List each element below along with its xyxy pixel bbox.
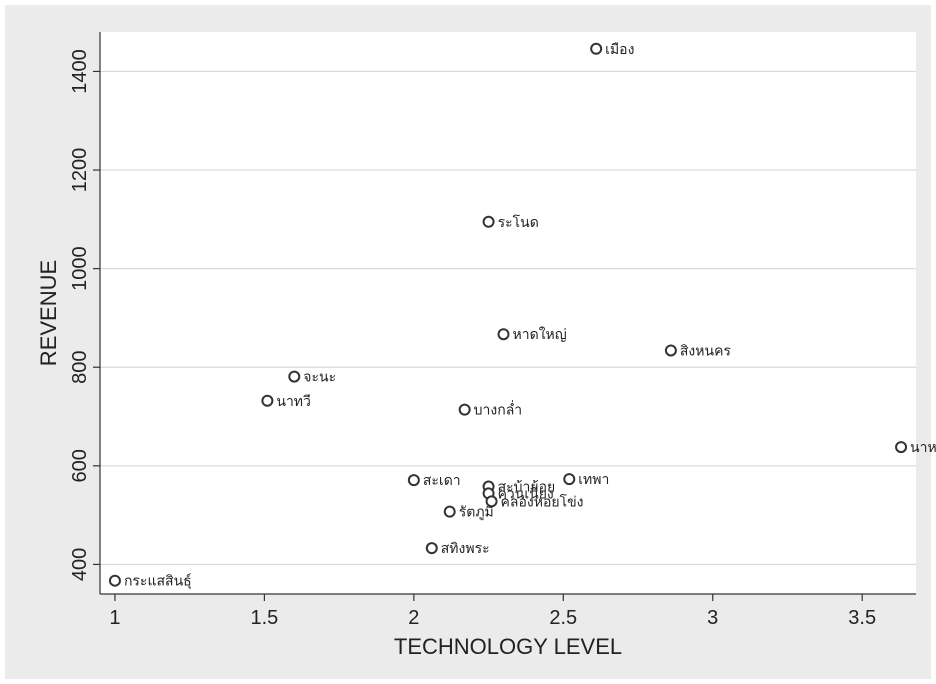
y-tick-label: 600 (69, 449, 91, 482)
y-tick-label: 1400 (69, 49, 91, 94)
data-point-label: สะเดา (423, 473, 461, 489)
data-point-label: หาดใหญ่ (513, 326, 567, 343)
x-tick-label: 1 (109, 607, 120, 629)
data-point-label: กระแสสินธุ์ (124, 573, 192, 590)
data-point-label: นาทวี (276, 394, 311, 410)
x-tick-label: 2.5 (549, 607, 577, 629)
y-tick-label: 1000 (69, 246, 91, 291)
x-tick-label: 3.5 (848, 607, 876, 629)
data-point-label: บางกล่ำ (474, 401, 523, 419)
data-point-label: สิงหนคร (680, 343, 732, 359)
data-point-marker (407, 474, 420, 487)
x-axis-ticks: 1 1.5 2 2.5 3 3.5 (109, 594, 876, 629)
data-point-label: สทิงพระ (441, 541, 490, 557)
data-point-marker (261, 394, 274, 407)
x-tick-label: 1.5 (250, 607, 278, 629)
data-point-marker (443, 505, 456, 518)
x-axis-title: TECHNOLOGY LEVEL (394, 634, 622, 659)
y-tick-label: 1200 (69, 148, 91, 193)
y-tick-label: 400 (69, 548, 91, 581)
data-point-marker (590, 42, 603, 55)
data-point-marker (482, 215, 495, 228)
data-point-marker (485, 495, 498, 508)
y-tick-label: 800 (69, 351, 91, 384)
data-point-marker (664, 344, 677, 357)
y-axis-ticks: 400 600 800 1000 1200 1400 (69, 49, 100, 581)
x-tick-label: 2 (408, 607, 419, 629)
gridlines (100, 70, 916, 566)
data-point-label: สะบ้าย้อย (498, 480, 556, 496)
data-point-label: คลองหอยโข่ง (501, 493, 584, 510)
data-point-marker (895, 441, 908, 454)
data-point-label: เมือง (605, 42, 634, 58)
data-point-marker (425, 542, 438, 555)
data-point-label: ระโนด (498, 214, 539, 231)
data-point-marker (288, 370, 301, 383)
plot-area (100, 32, 916, 594)
data-point-marker (108, 574, 121, 587)
data-point-label: รัตภูมิ (459, 505, 494, 521)
data-point-marker (563, 473, 576, 486)
x-tick-label: 3 (707, 607, 718, 629)
data-point-label: นาห (910, 440, 936, 456)
y-axis-title: REVENUE (36, 260, 61, 366)
data-point-label: จะนะ (303, 370, 336, 386)
data-point-label: เทพา (578, 472, 609, 488)
data-point-label: ควนเนียง (498, 486, 554, 502)
data-point-marker (458, 403, 471, 416)
data-point-marker (497, 328, 510, 341)
